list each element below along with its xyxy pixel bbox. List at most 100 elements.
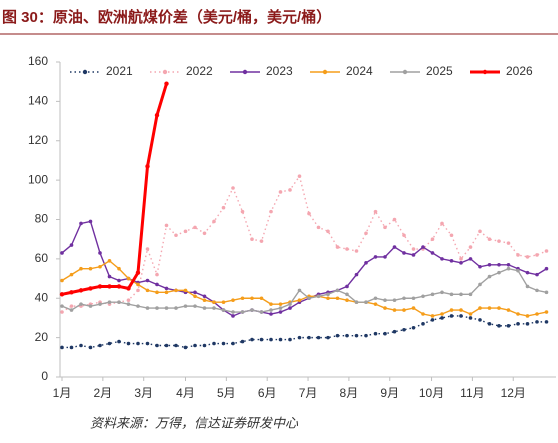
point (183, 288, 188, 293)
x-tick-label: 4月 (176, 386, 195, 400)
point (402, 233, 406, 238)
point (174, 233, 178, 238)
point (345, 298, 349, 303)
y-tick-label: 120 (28, 133, 48, 147)
point (221, 308, 226, 312)
point (69, 290, 74, 295)
series-line (61, 174, 547, 313)
point (307, 211, 311, 216)
point (544, 310, 549, 314)
y-tick-label: 40 (35, 290, 49, 304)
point (392, 217, 397, 222)
point (145, 306, 150, 310)
point (98, 343, 102, 348)
point (88, 345, 93, 350)
point (288, 188, 292, 192)
point (240, 209, 245, 214)
point (459, 314, 463, 318)
point (79, 266, 83, 271)
point (202, 294, 207, 299)
point (155, 306, 159, 310)
point (212, 300, 216, 304)
point (316, 294, 321, 299)
point (269, 308, 273, 312)
point (449, 314, 454, 318)
point (364, 333, 368, 338)
point (202, 306, 207, 310)
point (516, 322, 520, 326)
point (383, 255, 387, 259)
point (107, 274, 112, 279)
point (269, 302, 273, 306)
point (269, 209, 273, 214)
point (240, 339, 245, 344)
point (383, 331, 387, 336)
point (193, 343, 197, 348)
point (440, 316, 444, 320)
point (544, 266, 549, 271)
point (183, 229, 188, 234)
point (516, 312, 520, 316)
point (231, 341, 235, 346)
point (69, 272, 74, 277)
point (136, 341, 140, 346)
point (155, 282, 159, 287)
point (506, 324, 511, 328)
point (544, 290, 549, 295)
point (88, 286, 93, 291)
point (354, 272, 359, 277)
point (212, 219, 216, 224)
y-tick-label: 20 (35, 330, 49, 344)
point (202, 343, 207, 348)
point (468, 292, 473, 297)
point (326, 335, 330, 340)
point (278, 310, 283, 314)
point (297, 288, 302, 293)
legend-label: 2026 (506, 64, 533, 78)
y-tick-label: 80 (35, 212, 49, 226)
point (307, 335, 311, 340)
point (440, 312, 444, 316)
x-tick-label: 9月 (380, 386, 399, 400)
point (468, 245, 473, 249)
point (60, 278, 64, 283)
point (231, 310, 235, 314)
point (487, 306, 492, 310)
point (288, 302, 292, 306)
legend-marker (82, 69, 88, 75)
point (116, 284, 122, 289)
point (164, 223, 169, 228)
point (383, 298, 387, 303)
point (487, 274, 492, 279)
point (373, 209, 378, 214)
point (60, 310, 64, 314)
point (506, 262, 511, 267)
x-tick-label: 7月 (299, 386, 318, 400)
point (525, 314, 530, 318)
point (373, 255, 378, 259)
point (525, 255, 530, 259)
point (202, 298, 207, 303)
point (335, 296, 340, 301)
point (383, 225, 387, 230)
point (164, 290, 169, 295)
point (107, 259, 112, 263)
point (231, 314, 235, 318)
point (240, 310, 245, 314)
point (411, 325, 416, 330)
point (392, 298, 397, 303)
point (364, 261, 368, 265)
point (88, 304, 93, 308)
point (259, 337, 264, 342)
point (88, 219, 93, 224)
point (468, 312, 473, 316)
legend-marker (322, 69, 328, 75)
point (60, 345, 64, 350)
point (373, 331, 378, 336)
point (250, 237, 254, 241)
point (155, 272, 159, 277)
point (316, 335, 321, 340)
point (535, 253, 539, 257)
point (297, 174, 302, 178)
